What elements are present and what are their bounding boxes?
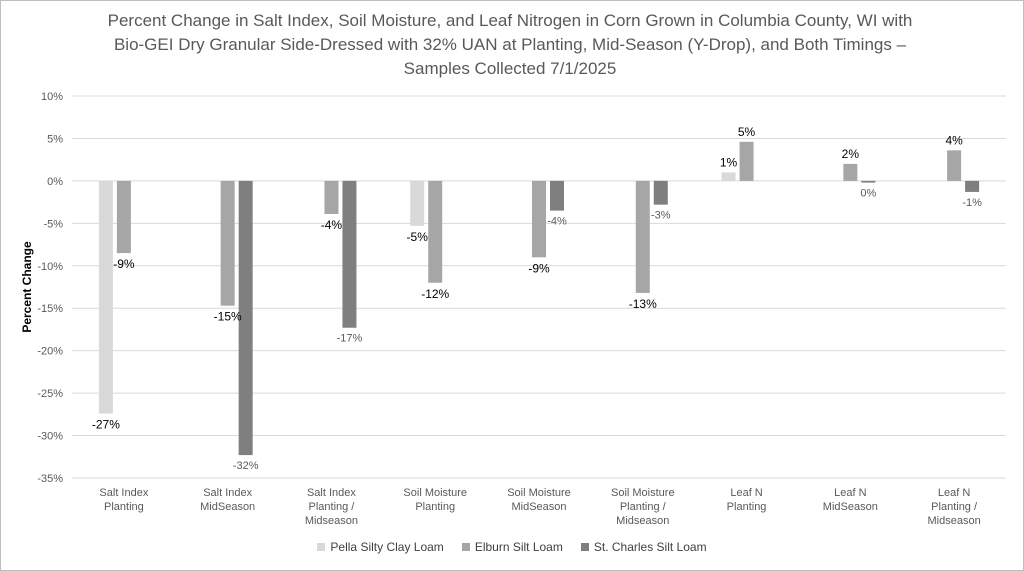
bar [861,180,876,183]
x-category-label: Midseason [305,515,358,527]
bar [532,180,546,258]
bar [843,163,858,181]
data-label: -9% [528,261,550,275]
data-label: -1% [962,197,982,209]
data-label: 1% [720,155,738,169]
y-tick-label: -10% [37,261,63,273]
y-tick-label: 0% [47,176,63,188]
data-labels: -27% -9% -15% -32% -4% -17% -5% -12% -9% -4% -13% -… [92,125,982,472]
x-category-label: Leaf N [834,487,866,499]
legend-label: Pella Silty Clay Loam [330,540,444,554]
data-label: -5% [407,230,429,244]
legend-swatch [580,543,589,551]
legend: Pella Silty Clay Loam Elburn Silt Loam St.… [0,540,1024,554]
chart-title-line-2: Bio-GEI Dry Granular Side-Dressed with 3… [113,35,907,54]
data-label: -4% [321,218,343,232]
y-tick-label: -25% [37,388,63,400]
y-tick-label: -5% [43,218,63,230]
x-category-label: MidSeason [200,501,255,513]
bar [342,180,357,328]
data-label: -12% [421,287,449,301]
bar [410,180,425,226]
y-axis-label: Percent Change [20,241,34,333]
bar [653,180,668,205]
x-category-label: MidSeason [823,501,878,513]
data-label: 5% [738,125,756,139]
bar [98,180,113,414]
bar [116,180,131,254]
y-tick-label: -15% [37,303,63,315]
legend-item: St. Charles Silt Loam [580,540,707,554]
x-category-label: Midseason [928,515,981,527]
y-tick-label: -30% [37,431,63,443]
x-category-label: Salt Index [203,487,252,499]
legend-swatch [461,543,470,551]
bar [947,150,962,181]
y-axis-tick-labels: 10% 5% 0% -5% -10% -15% -20% -25% -30% -35% [37,91,63,485]
data-label: 0% [860,188,876,200]
grid-lines [72,95,1006,479]
x-category-label: Soil Moisture [611,487,675,499]
legend-item: Elburn Silt Loam [461,540,563,554]
data-label: 4% [945,133,963,147]
legend-label: Elburn Silt Loam [474,540,563,554]
x-category-label: MidSeason [511,501,566,513]
y-tick-label: 10% [41,91,63,103]
bar [721,172,736,181]
data-label: -15% [214,310,242,324]
data-label: -17% [337,333,363,345]
legend-swatch [317,543,326,551]
x-category-label: Leaf N [938,487,970,499]
x-category-label: Salt Index [99,487,148,499]
x-category-label: Planting / [620,501,667,513]
bar [220,180,235,306]
chart-title-line-3: Samples Collected 7/1/2025 [403,59,617,78]
x-category-label: Planting [104,501,144,513]
x-category-label: Soil Moisture [507,487,571,499]
bar [635,180,650,293]
data-label: -3% [651,210,671,222]
x-category-label: Planting / [309,501,356,513]
x-category-label: Planting [415,501,455,513]
data-label: 2% [842,147,860,161]
bar [238,180,253,456]
bar [428,180,443,283]
x-category-label: Planting / [931,501,978,513]
data-label: -27% [92,417,120,431]
bar [550,180,564,211]
bar [324,180,339,214]
bar [739,141,754,181]
data-label: -13% [629,297,657,311]
legend-label: St. Charles Silt Loam [593,540,707,554]
x-axis-category-labels: Salt Index Planting Salt Index MidSeason Sal… [99,487,980,527]
x-category-label: Soil Moisture [403,487,467,499]
bar [965,180,980,192]
x-category-label: Leaf N [730,487,762,499]
data-label: -4% [547,216,567,228]
x-category-label: Midseason [616,515,669,527]
y-tick-label: -20% [37,346,63,358]
data-label: -9% [113,257,135,271]
y-tick-label: -35% [37,473,63,485]
data-label: -32% [233,460,259,472]
x-category-label: Salt Index [307,487,356,499]
y-tick-label: 5% [47,133,63,145]
bars [98,141,980,456]
x-category-label: Planting [727,501,767,513]
chart-title-line-1: Percent Change in Salt Index, Soil Moist… [107,11,913,30]
legend-item: Pella Silty Clay Loam [317,540,444,554]
chart-title: Percent Change in Salt Index, Soil Moist… [60,9,960,81]
